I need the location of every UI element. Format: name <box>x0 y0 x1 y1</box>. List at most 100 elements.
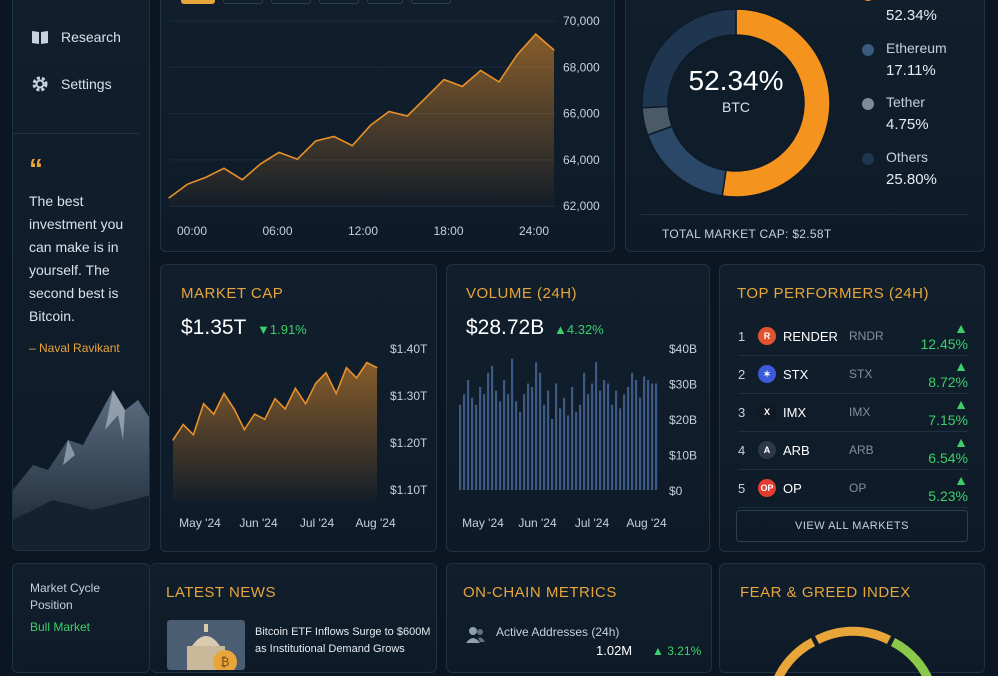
performer-row-imx[interactable]: 3 X IMX IMX ▲ 7.15% <box>738 393 968 432</box>
y-tick-label: $0 <box>669 484 683 498</box>
price-series-line <box>168 32 555 199</box>
render-icon: R <box>758 327 776 345</box>
range-tab[interactable] <box>271 0 311 4</box>
legend-item-tether: Tether 4.75% <box>862 90 972 140</box>
legend-pct: 4.75% <box>886 116 929 133</box>
x-tick-label: Aug '24 <box>355 516 396 530</box>
sidebar-item-settings[interactable]: Settings <box>31 75 112 93</box>
y-tick-label: $30B <box>669 378 697 392</box>
performer-ticker: IMX <box>849 405 871 419</box>
data-point <box>186 183 188 185</box>
volume-bar <box>463 394 466 490</box>
volume-panel: VOLUME (24H) $28.72B ▲4.32% $40B $30B $20B… <box>446 264 710 552</box>
data-point <box>241 179 243 181</box>
range-tab[interactable] <box>367 0 403 4</box>
data-point <box>335 392 337 395</box>
range-tab-active[interactable] <box>181 0 215 4</box>
volume-bar <box>619 408 622 490</box>
news-thumbnail[interactable]: ₿ <box>167 620 245 670</box>
data-point <box>278 151 280 153</box>
performer-change: ▲ 7.15% <box>928 396 968 428</box>
data-point <box>284 408 286 410</box>
data-point <box>425 97 427 99</box>
volume-bar <box>487 372 490 490</box>
x-tick-label: 24:00 <box>519 224 549 238</box>
legend-item-bitcoin: Bitcoin 52.34% <box>862 0 972 31</box>
news-headline[interactable]: Bitcoin ETF Inflows Surge to $600M as In… <box>255 626 431 655</box>
performer-change: ▲ 8.72% <box>928 358 968 390</box>
performer-ticker: STX <box>849 367 873 381</box>
market-cap-chart: $1.40T $1.30T $1.20T $1.10T May '24 Jun '24 Ju… <box>172 342 428 530</box>
sidebar-item-label: Research <box>61 29 121 45</box>
y-tick-label: $10B <box>669 449 697 463</box>
fear-greed-panel: FEAR & GREED INDEX <box>719 563 985 676</box>
legend-item-others: Others 25.80% <box>862 145 972 195</box>
x-tick-label: Jun '24 <box>518 516 557 530</box>
x-tick-label: Aug '24 <box>626 516 667 530</box>
x-tick-label: 12:00 <box>348 224 378 238</box>
market-cap-panel: MARKET CAP $1.35T ▼1.91% $1.40T $1.30T $1.… <box>160 264 437 552</box>
data-point <box>233 408 235 410</box>
sidebar-item-research[interactable]: Research <box>31 29 121 45</box>
donut-center-value: 52.34% <box>688 65 784 96</box>
metric-change: ▲ 3.21% <box>652 644 702 658</box>
performer-row-stx[interactable]: 2 ✶ STX STX ▲ 8.72% <box>738 355 968 394</box>
performer-name: ARB <box>783 442 810 458</box>
volume-bar <box>579 404 582 490</box>
performer-rank: 2 <box>738 366 746 382</box>
performer-row-arb[interactable]: 4 A ARB ARB ▲ 6.54% <box>738 431 968 470</box>
range-tab[interactable] <box>223 0 263 4</box>
volume-bar <box>511 358 514 490</box>
legend-pct: 25.80% <box>886 170 937 188</box>
y-tick-label: $40B <box>669 342 697 356</box>
mountain-image <box>13 390 149 550</box>
data-point <box>172 439 174 441</box>
market-cycle-panel: Market Cycle Position Bull Market <box>12 563 150 673</box>
x-tick-label: 00:00 <box>177 224 207 238</box>
data-point <box>443 79 445 81</box>
volume-bar <box>523 394 526 490</box>
data-point <box>182 423 184 426</box>
data-point <box>168 197 170 199</box>
donut-hole <box>669 36 803 170</box>
volume-bar <box>627 387 630 490</box>
range-tab[interactable] <box>411 0 451 4</box>
volume-bar <box>459 404 462 490</box>
performer-row-op[interactable]: 5 OP OP OP ▲ 5.23% <box>738 469 968 508</box>
x-tick-label: 18:00 <box>433 224 463 238</box>
volume-bar <box>651 383 654 490</box>
data-point <box>223 167 225 169</box>
x-tick-label: May '24 <box>179 516 221 530</box>
legend-swatch <box>862 43 874 56</box>
volume-bar <box>535 362 538 490</box>
dominance-panel: 52.34% BTC Bitcoin 52.34% Ethereum 17.11% Te… <box>625 0 985 252</box>
price-chart-panel: 70,000 68,000 66,000 64,000 62,000 00:00 06:00… <box>160 0 615 252</box>
legend-item-ethereum: Ethereum 17.11% <box>862 36 972 86</box>
volume-bar <box>631 372 634 490</box>
stx-icon: ✶ <box>758 365 776 383</box>
volume-bar <box>551 419 554 490</box>
volume-bar <box>595 362 598 490</box>
range-tab[interactable] <box>319 0 359 4</box>
view-all-markets-button[interactable]: VIEW ALL MARKETS <box>736 510 968 542</box>
performer-ticker: OP <box>849 481 867 495</box>
top-performers-title: TOP PERFORMERS (24H) <box>737 285 929 302</box>
data-point <box>315 382 317 384</box>
volume-value: $28.72B <box>466 316 545 339</box>
performer-ticker: RNDR <box>849 329 884 343</box>
volume-bar <box>467 380 470 490</box>
data-point <box>366 361 368 364</box>
data-point <box>205 176 207 179</box>
volume-chart: $40B $30B $20B $10B $0 May '24 Jun '24 Jul '24 A… <box>459 342 697 530</box>
data-point <box>274 398 276 400</box>
volume-bar <box>543 404 546 490</box>
price-series-area <box>169 34 554 207</box>
data-point <box>294 387 296 389</box>
donut-center-label: BTC <box>722 99 750 115</box>
volume-bar <box>623 394 626 490</box>
volume-bar <box>507 394 510 490</box>
data-point <box>516 53 518 56</box>
performer-change: ▲ 6.54% <box>928 434 968 466</box>
legend-swatch <box>862 152 874 165</box>
performer-row-render[interactable]: 1 R RENDER RNDR ▲ 12.45% <box>738 317 968 356</box>
